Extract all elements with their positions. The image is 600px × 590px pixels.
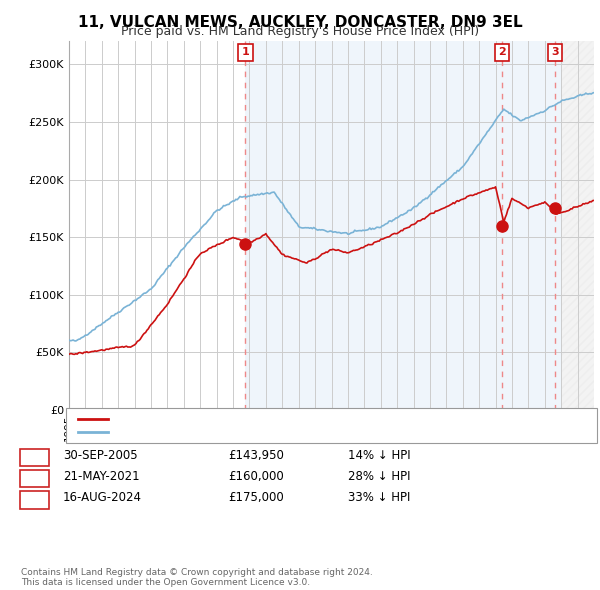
Text: Contains HM Land Registry data © Crown copyright and database right 2024.
This d: Contains HM Land Registry data © Crown c… [21, 568, 373, 587]
Text: 1: 1 [241, 47, 249, 57]
Text: 33% ↓ HPI: 33% ↓ HPI [348, 491, 410, 504]
Bar [245, 41, 561, 410]
Text: 3: 3 [31, 491, 38, 504]
Text: Price paid vs. HM Land Registry's House Price Index (HPI): Price paid vs. HM Land Registry's House … [121, 25, 479, 38]
Text: 2: 2 [498, 47, 506, 57]
Text: 1: 1 [31, 448, 38, 462]
Bar [561, 41, 594, 410]
Text: HPI: Average price, detached house, Doncaster: HPI: Average price, detached house, Donc… [115, 427, 362, 437]
Text: £160,000: £160,000 [228, 470, 284, 483]
Text: £175,000: £175,000 [228, 491, 284, 504]
Text: 11, VULCAN MEWS, AUCKLEY, DONCASTER, DN9 3EL: 11, VULCAN MEWS, AUCKLEY, DONCASTER, DN9… [77, 15, 523, 30]
Text: 28% ↓ HPI: 28% ↓ HPI [348, 470, 410, 483]
Text: 11, VULCAN MEWS, AUCKLEY, DONCASTER, DN9 3EL (detached house): 11, VULCAN MEWS, AUCKLEY, DONCASTER, DN9… [115, 414, 485, 424]
Text: 3: 3 [551, 47, 559, 57]
Bar [561, 41, 594, 410]
Text: 16-AUG-2024: 16-AUG-2024 [63, 491, 142, 504]
Text: 30-SEP-2005: 30-SEP-2005 [63, 448, 137, 462]
Text: 2: 2 [31, 470, 38, 483]
Text: 21-MAY-2021: 21-MAY-2021 [63, 470, 140, 483]
Text: £143,950: £143,950 [228, 448, 284, 462]
Text: 14% ↓ HPI: 14% ↓ HPI [348, 448, 410, 462]
